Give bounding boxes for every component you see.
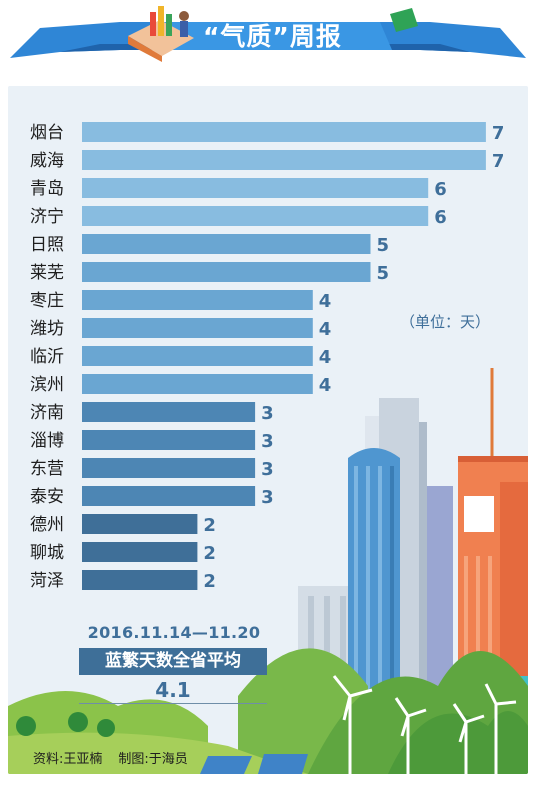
bar	[82, 150, 486, 170]
value-label: 2	[203, 515, 216, 536]
category-label: 滨州	[30, 375, 64, 395]
value-label: 5	[377, 263, 390, 284]
header-banner	[10, 6, 526, 62]
bar	[82, 542, 198, 562]
credits: 资料:王亚楠 制图:于海员	[33, 748, 204, 767]
value-label: 6	[434, 179, 447, 200]
date-range: 2016.11.14—11.20	[87, 623, 261, 642]
category-label: 烟台	[30, 123, 64, 143]
design-credit: 制图:于海员	[118, 752, 188, 767]
value-label: 3	[261, 431, 274, 452]
category-label: 济南	[30, 403, 64, 423]
bar	[82, 402, 256, 422]
value-label: 4	[319, 347, 332, 368]
value-label: 2	[203, 571, 216, 592]
bar	[82, 570, 198, 590]
page-title: “气质”周报	[203, 22, 342, 51]
value-label: 3	[261, 403, 274, 424]
average-underline	[79, 703, 267, 704]
bar	[82, 458, 256, 478]
average-value: 4.1	[155, 678, 191, 702]
value-label: 4	[319, 291, 332, 312]
unit-note: （单位：天）	[400, 313, 491, 331]
bar	[82, 262, 371, 282]
bar	[82, 178, 429, 198]
bar	[82, 318, 313, 338]
category-label: 威海	[30, 151, 64, 171]
value-label: 3	[261, 487, 274, 508]
value-label: 3	[261, 459, 274, 480]
bar-chart: 烟台 7 威海 7 青岛 6 济宁 6 日照 5 莱芜 5 枣庄 4 潍坊 4 临沂 4 滨州 4 济南 3 淄博 3 东营 3 泰…	[30, 122, 505, 592]
category-label: 青岛	[30, 179, 64, 199]
report-books-icon	[128, 6, 194, 62]
value-label: 7	[492, 123, 505, 144]
bar	[82, 430, 256, 450]
value-label: 2	[203, 543, 216, 564]
value-label: 4	[319, 375, 332, 396]
bar	[82, 290, 313, 310]
bar	[82, 234, 371, 254]
category-label: 潍坊	[30, 319, 64, 339]
category-label: 聊城	[30, 543, 64, 563]
bar	[82, 374, 313, 394]
bar	[82, 514, 198, 534]
category-label: 济宁	[30, 207, 64, 227]
category-label: 日照	[30, 235, 64, 255]
category-label: 泰安	[30, 487, 64, 507]
value-label: 5	[377, 235, 390, 256]
green-book-icon	[390, 8, 418, 32]
value-label: 6	[434, 207, 447, 228]
category-label: 枣庄	[30, 291, 64, 311]
average-label: 蓝繁天数全省平均	[79, 648, 267, 675]
category-label: 德州	[30, 515, 64, 535]
bar	[82, 122, 486, 142]
bar	[82, 346, 313, 366]
category-label: 淄博	[30, 431, 64, 451]
bar	[82, 206, 429, 226]
value-label: 7	[492, 151, 505, 172]
category-label: 菏泽	[30, 571, 64, 591]
category-label: 临沂	[30, 347, 64, 367]
category-label: 莱芜	[30, 263, 64, 283]
value-label: 4	[319, 319, 332, 340]
category-label: 东营	[30, 459, 64, 479]
bar	[82, 486, 256, 506]
data-source-credit: 资料:王亚楠	[33, 752, 103, 767]
